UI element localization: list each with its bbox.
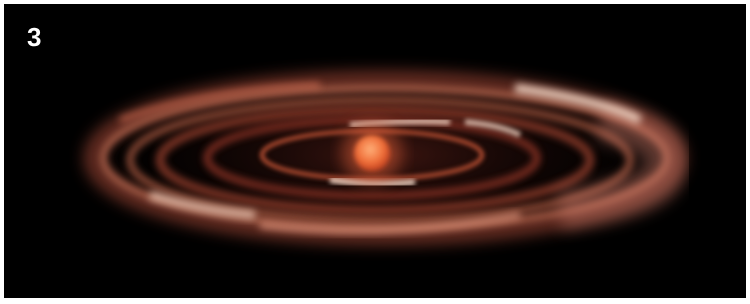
star	[354, 135, 390, 171]
page: 3 (() => { const data = JSON.parse(docum…	[0, 0, 750, 304]
figure-label: 3	[27, 22, 41, 52]
image: 3	[0, 0, 750, 304]
disk	[75, 60, 695, 250]
